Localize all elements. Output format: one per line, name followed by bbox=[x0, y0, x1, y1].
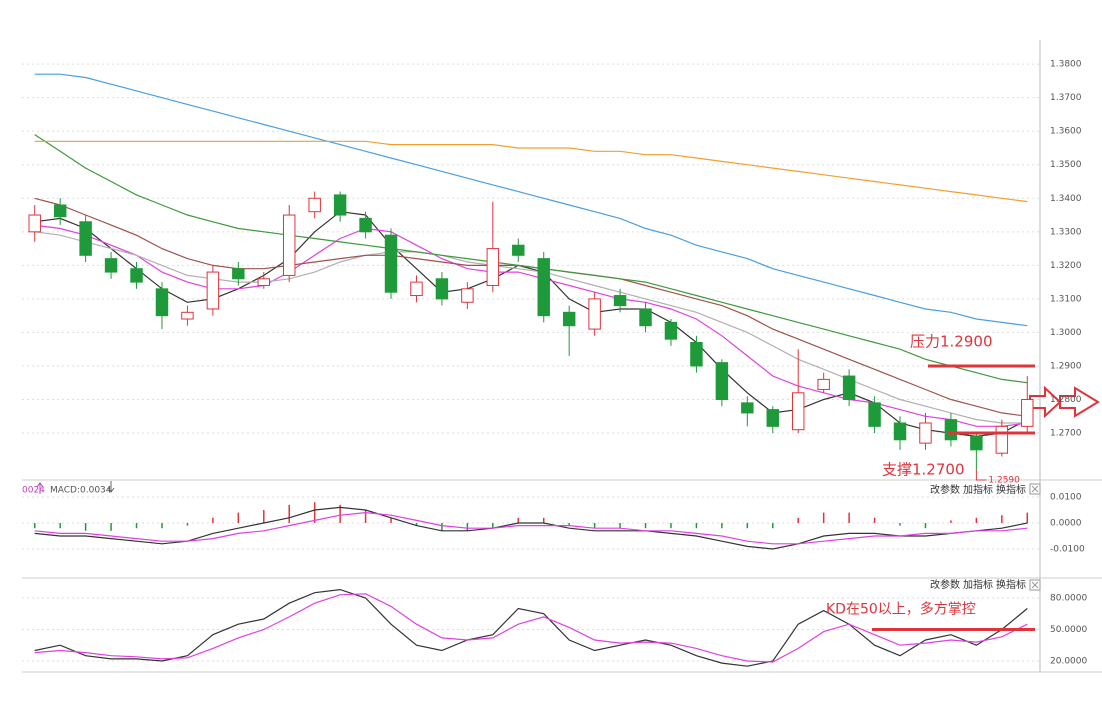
candle-body bbox=[893, 422, 907, 441]
close-button[interactable] bbox=[1029, 579, 1041, 591]
y-tick-label: 1.3500 bbox=[1050, 160, 1082, 170]
close-icon bbox=[1031, 485, 1039, 493]
y-tick-label: 1.3700 bbox=[1050, 93, 1082, 103]
candle-body bbox=[181, 311, 194, 320]
y-tick-label: 0.0000 bbox=[1050, 519, 1082, 529]
candle-body bbox=[639, 308, 652, 327]
candle-body bbox=[308, 197, 321, 213]
candle-body bbox=[715, 362, 729, 401]
low-label: 1.2590 bbox=[988, 475, 1020, 485]
close-button[interactable] bbox=[1029, 483, 1041, 495]
indicator-button[interactable]: 改参数 bbox=[930, 483, 960, 496]
candle-body bbox=[944, 419, 958, 441]
indicator-header: 0024 bbox=[22, 486, 45, 496]
indicator-line bbox=[34, 224, 1028, 427]
y-tick-label: 50.0000 bbox=[1050, 625, 1087, 635]
annotation: KD在50以上，多方掌控 bbox=[826, 600, 976, 617]
y-tick-label: 1.3100 bbox=[1050, 294, 1082, 304]
candle-body bbox=[79, 221, 92, 256]
indicator-line bbox=[34, 140, 1028, 203]
candle-body bbox=[817, 378, 830, 390]
indicator-button[interactable]: 加指标 bbox=[963, 483, 993, 496]
y-tick-label: 1.3000 bbox=[1050, 328, 1082, 338]
annotation: 压力1.2900 bbox=[910, 332, 993, 350]
indicator-line bbox=[34, 231, 1028, 424]
candle-body bbox=[155, 288, 169, 317]
down-arrow-icon bbox=[107, 481, 115, 493]
y-tick-label: 1.3200 bbox=[1050, 261, 1082, 271]
low-marker bbox=[975, 469, 987, 481]
candle-body bbox=[766, 409, 780, 427]
candle-body bbox=[461, 288, 474, 303]
y-tick-label: 20.0000 bbox=[1050, 656, 1087, 666]
candle-body bbox=[995, 425, 1009, 454]
candle-body bbox=[868, 402, 881, 427]
indicator-button[interactable]: 换指标 bbox=[996, 483, 1026, 496]
candle-body bbox=[257, 278, 271, 286]
candle-body bbox=[359, 217, 372, 233]
candle-body bbox=[486, 248, 500, 286]
indicator-line bbox=[34, 593, 1028, 663]
indicator-line bbox=[34, 211, 1028, 438]
candle-body bbox=[791, 392, 805, 431]
y-tick-label: 1.3800 bbox=[1050, 60, 1082, 70]
candle-body bbox=[53, 204, 67, 218]
indicator-header: MACD:0.0034 bbox=[50, 486, 112, 496]
candle-body bbox=[104, 258, 118, 273]
candle-body bbox=[613, 295, 627, 307]
candle-body bbox=[562, 311, 576, 327]
y-tick-label: 80.0000 bbox=[1050, 593, 1087, 603]
candle-body bbox=[512, 244, 525, 256]
arrow-icon bbox=[1059, 386, 1100, 418]
close-icon bbox=[1031, 581, 1039, 589]
candle-body bbox=[741, 402, 754, 414]
candle-body bbox=[919, 422, 932, 444]
indicator-line bbox=[34, 73, 1028, 327]
candle-body bbox=[28, 214, 41, 233]
y-tick-label: 1.2900 bbox=[1050, 361, 1082, 371]
indicator-button[interactable]: 换指标 bbox=[996, 578, 1026, 591]
y-tick-label: 1.3600 bbox=[1050, 127, 1082, 137]
y-tick-label: 0.0100 bbox=[1050, 493, 1082, 503]
indicator-line bbox=[34, 588, 1028, 667]
y-tick-label: -0.0100 bbox=[1050, 545, 1085, 555]
candle-body bbox=[232, 268, 245, 280]
y-tick-label: 1.3400 bbox=[1050, 194, 1082, 204]
candle-body bbox=[690, 341, 703, 367]
up-arrow-icon bbox=[36, 482, 44, 494]
annotation: 支撑1.2700 bbox=[882, 461, 965, 479]
indicator-button[interactable]: 改参数 bbox=[930, 578, 960, 591]
indicator-line bbox=[34, 511, 1028, 545]
candle-body bbox=[1021, 399, 1034, 427]
indicator-line bbox=[34, 134, 1028, 384]
candle-body bbox=[282, 214, 296, 276]
candle-body bbox=[130, 268, 143, 283]
candle-body bbox=[588, 298, 601, 330]
y-tick-label: 1.2800 bbox=[1050, 395, 1082, 405]
candle-body bbox=[435, 278, 449, 300]
candle-body bbox=[664, 321, 678, 340]
candle-body bbox=[410, 281, 423, 297]
y-tick-label: 1.2700 bbox=[1050, 429, 1082, 439]
candle-body bbox=[206, 271, 220, 310]
candle-body bbox=[842, 375, 856, 401]
candle-body bbox=[333, 194, 347, 216]
indicator-button[interactable]: 加指标 bbox=[963, 578, 993, 591]
candle-body bbox=[384, 234, 398, 293]
candle-body bbox=[537, 258, 550, 317]
candle-body bbox=[970, 435, 983, 451]
indicator-line bbox=[34, 506, 1028, 550]
y-tick-label: 1.3300 bbox=[1050, 227, 1082, 237]
